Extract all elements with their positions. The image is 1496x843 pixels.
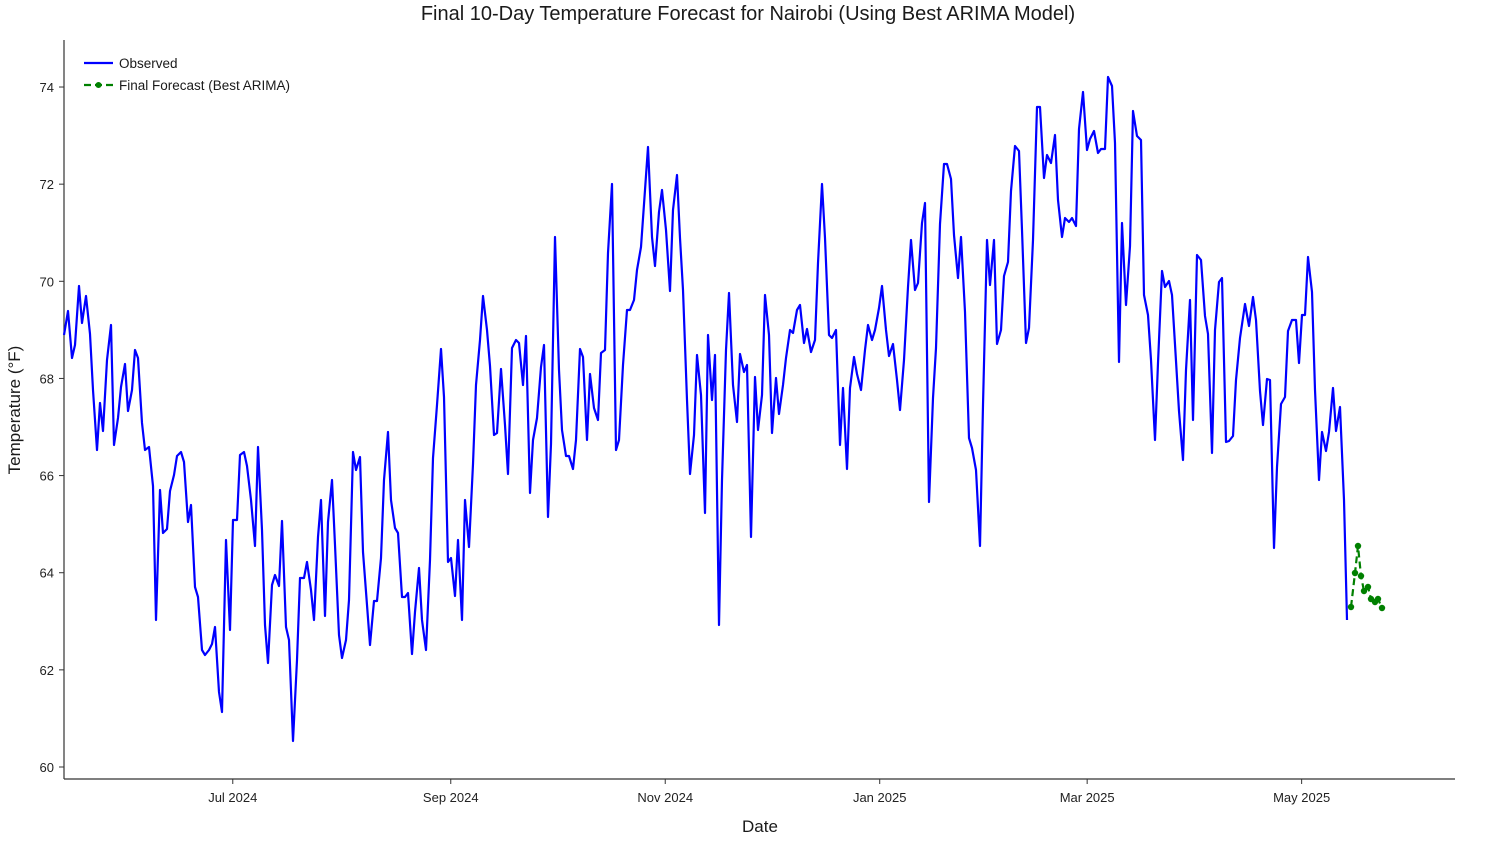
- y-tick-label: 62: [40, 663, 54, 678]
- legend-item-forecast: Final Forecast (Best ARIMA): [84, 78, 290, 93]
- x-tick-label: May 2025: [1273, 790, 1330, 805]
- legend: Observed Final Forecast (Best ARIMA): [84, 56, 290, 93]
- x-tick-label: Sep 2024: [423, 790, 479, 805]
- forecast-point-marker: [1357, 572, 1365, 580]
- y-tick-label: 66: [40, 469, 54, 484]
- forecast-point-marker: [1374, 595, 1382, 603]
- legend-label-observed: Observed: [119, 56, 178, 71]
- x-axis-ticks: Jul 2024 Sep 2024 Nov 2024 Jan 2025 Mar 2025…: [208, 779, 1330, 805]
- forecast-marker-swatch-icon: [95, 82, 102, 88]
- x-tick-label: Jan 2025: [853, 790, 907, 805]
- plot-area: [62, 75, 1386, 743]
- forecast-point-marker: [1354, 542, 1362, 550]
- forecast-point-marker: [1351, 569, 1359, 577]
- y-tick-label: 72: [40, 177, 54, 192]
- legend-item-observed: Observed: [84, 56, 178, 71]
- forecast-markers: [1347, 542, 1386, 612]
- forecast-point-marker: [1378, 604, 1386, 612]
- forecast-point-marker: [1364, 583, 1372, 591]
- forecast-point-marker: [1347, 603, 1355, 611]
- y-tick-label: 60: [40, 760, 54, 775]
- forecast-point-marker: [1360, 587, 1368, 595]
- legend-label-forecast: Final Forecast (Best ARIMA): [119, 78, 290, 93]
- y-axis-ticks: 60 62 64 66 68 70 72 74: [40, 80, 64, 775]
- x-tick-label: Jul 2024: [208, 790, 257, 805]
- observed-series-line: [62, 75, 1349, 743]
- y-tick-label: 68: [40, 371, 54, 386]
- x-tick-label: Nov 2024: [637, 790, 693, 805]
- x-axis-label: Date: [742, 817, 778, 836]
- y-tick-label: 70: [40, 274, 54, 289]
- x-tick-label: Mar 2025: [1060, 790, 1115, 805]
- y-axis-label: Temperature (°F): [5, 346, 24, 475]
- chart-title: Final 10-Day Temperature Forecast for Na…: [421, 3, 1075, 25]
- forecast-series-line: [1349, 545, 1384, 609]
- y-tick-label: 74: [40, 80, 54, 95]
- y-tick-label: 64: [40, 566, 54, 581]
